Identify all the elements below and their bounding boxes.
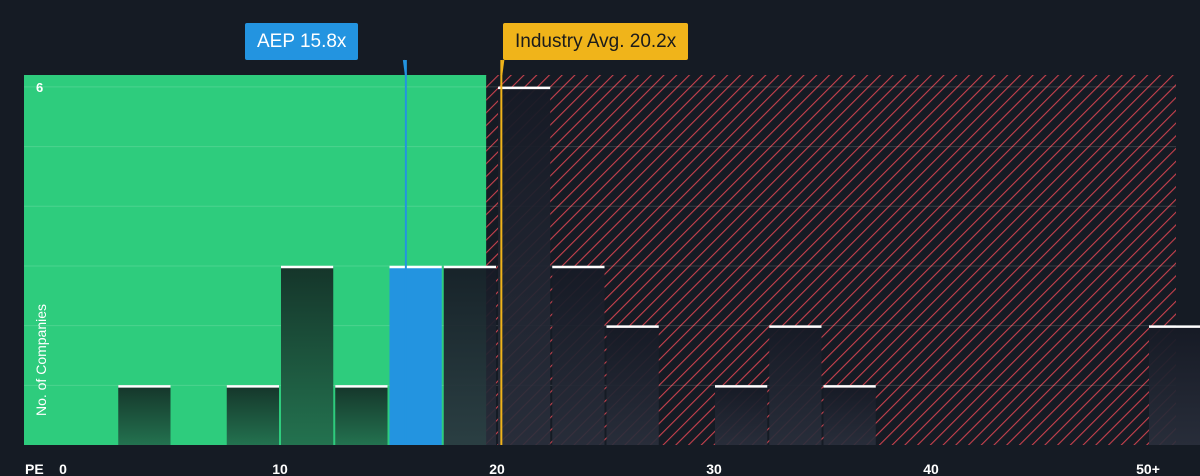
histogram-bar: [443, 265, 496, 445]
histogram-bar: [552, 265, 605, 445]
histogram-bar: [281, 265, 334, 445]
x-tick-label: 30: [706, 461, 722, 476]
x-tick-label: 10: [272, 461, 288, 476]
histogram-bar: [335, 385, 388, 445]
histogram-bar: [823, 385, 876, 445]
histogram-bar: [1149, 325, 1200, 445]
industry-avg-callout: Industry Avg. 20.2x: [503, 23, 689, 60]
company-marker-pointer: [402, 59, 407, 76]
x-tick-label: 40: [923, 461, 939, 476]
histogram-bar: [715, 385, 768, 445]
y-axis-label: No. of Companies: [33, 304, 49, 416]
histogram-bar: [226, 385, 279, 445]
y-tick-label: 6: [36, 80, 43, 95]
industry-marker-pointer: [500, 59, 505, 76]
histogram-bar: [118, 385, 171, 445]
histogram-bar: [606, 325, 659, 445]
company-pe-callout: AEP 15.8x: [245, 23, 359, 60]
x-axis-label: PE: [25, 461, 44, 476]
company-bin-bar: [389, 265, 442, 445]
histogram-bar: [498, 86, 551, 445]
x-tick-label: 50+: [1136, 461, 1160, 476]
histogram-bar: [769, 325, 822, 445]
x-tick-label: 20: [489, 461, 505, 476]
x-tick-label: 0: [59, 461, 67, 476]
